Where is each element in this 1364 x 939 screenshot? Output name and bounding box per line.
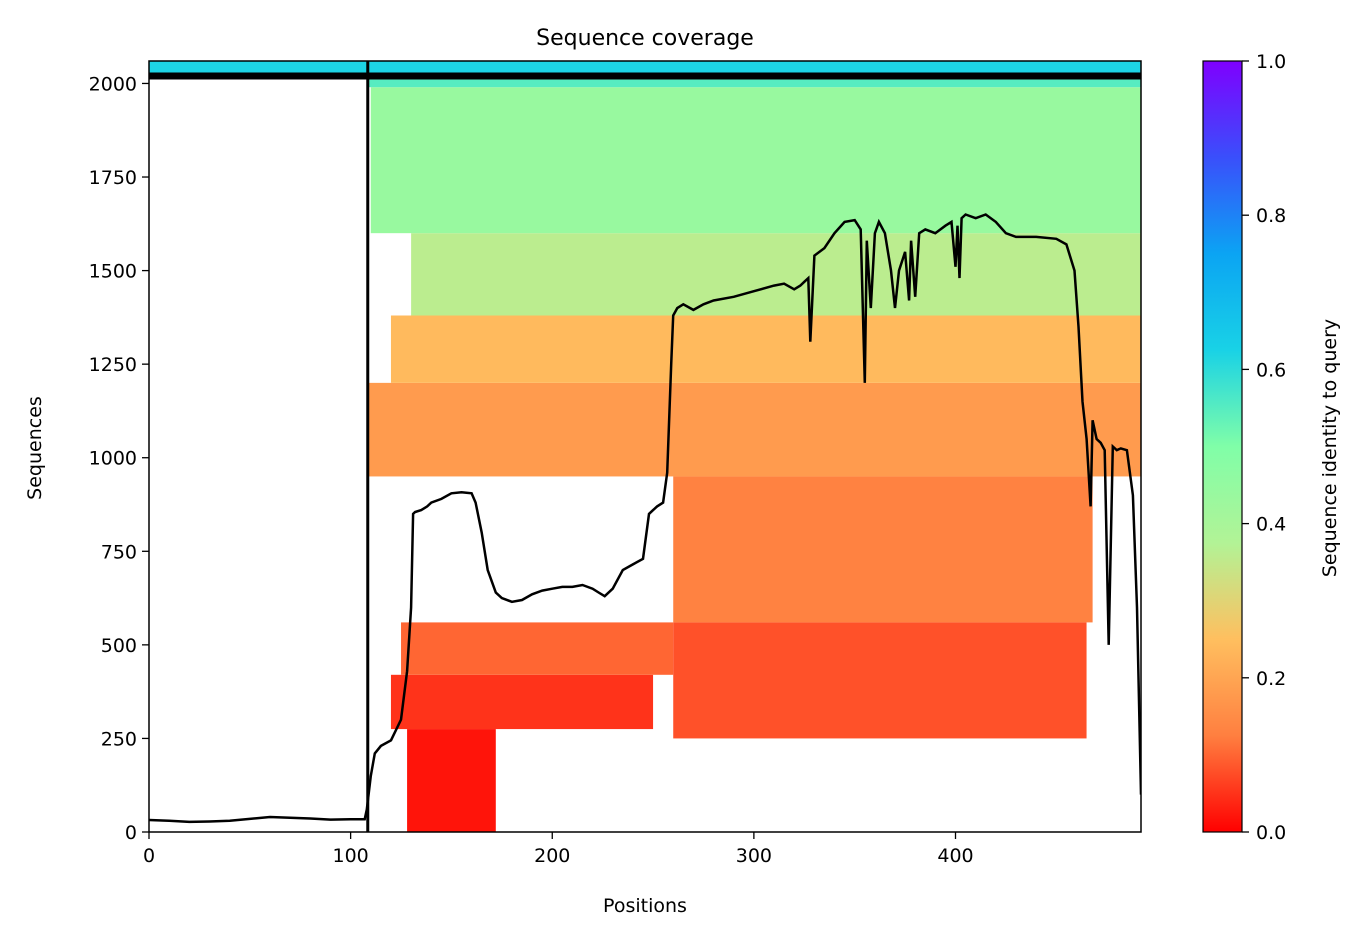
colorbar-tick-label: 0.8: [1256, 205, 1286, 227]
y-axis-ticks: 0 250 500 750 1000 1250 1500 1750 2000: [89, 73, 149, 844]
y-tick-label: 1250: [89, 354, 137, 376]
y-axis-label: Sequences: [24, 396, 46, 500]
coverage-line: [149, 213, 1141, 824]
x-axis-label: Positions: [603, 895, 687, 917]
x-tick-label: 400: [937, 845, 973, 867]
coverage-block: [366, 382, 1141, 477]
coverage-blocks: [149, 61, 1141, 832]
coverage-block: [673, 476, 1093, 623]
x-tick-label: 200: [534, 845, 570, 867]
y-tick-label: 2000: [89, 73, 137, 95]
x-tick-label: 0: [143, 845, 155, 867]
colorbar-tick-label: 0.2: [1256, 668, 1286, 690]
coverage-block: [401, 622, 674, 675]
y-tick-label: 1750: [89, 167, 137, 189]
chart-title: Sequence coverage: [536, 26, 754, 51]
colorbar-frame: [1202, 60, 1243, 833]
coverage-block: [370, 87, 1141, 234]
x-tick-label: 300: [736, 845, 772, 867]
colorbar-tick-label: 0.4: [1256, 514, 1286, 536]
y-tick-label: 1000: [89, 448, 137, 470]
y-tick-label: 750: [101, 541, 137, 563]
colorbar-label: Sequence identity to query: [1319, 319, 1341, 577]
coverage-block: [411, 233, 1141, 316]
coverage-block: [390, 315, 1141, 383]
plot-frame: [148, 60, 1142, 833]
colorbar-tick-label: 1.0: [1256, 51, 1286, 73]
y-tick-label: 1500: [89, 261, 137, 283]
x-axis-ticks: 0 100 200 300 400: [143, 832, 974, 867]
coverage-block: [390, 674, 654, 730]
y-tick-label: 0: [125, 822, 137, 844]
coverage-block: [407, 729, 496, 832]
coverage-block: [673, 622, 1087, 739]
colorbar: [1203, 61, 1242, 832]
coverage-block: [366, 75, 1141, 88]
x-tick-label: 100: [332, 845, 368, 867]
plot-area: [149, 61, 1141, 832]
colorbar-ticks: 0.0 0.2 0.4 0.6 0.8 1.0: [1242, 51, 1286, 844]
y-tick-label: 250: [101, 728, 137, 750]
y-tick-label: 500: [101, 635, 137, 657]
colorbar-tick-label: 0.6: [1256, 359, 1286, 381]
separators: [149, 61, 1141, 832]
colorbar-tick-label: 0.0: [1256, 822, 1286, 844]
coverage-block: [149, 61, 1141, 76]
